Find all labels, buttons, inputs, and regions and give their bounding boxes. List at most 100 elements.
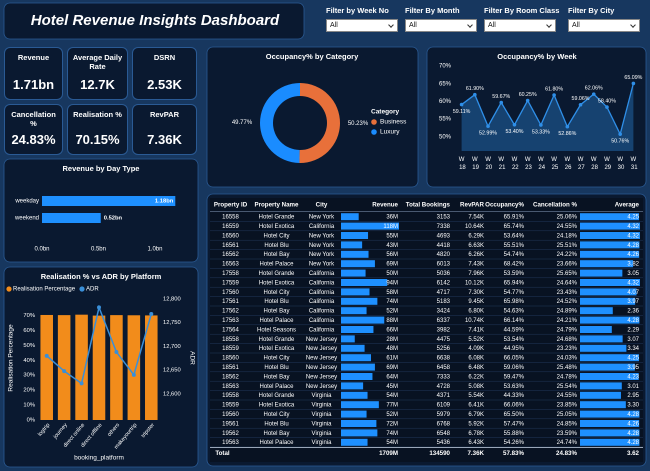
table-cell: 5036	[437, 271, 451, 277]
table-cell: California	[309, 327, 335, 333]
table-cell: 53.63%	[504, 384, 525, 390]
table-cell: 6.79K	[468, 412, 484, 418]
table-cell: 4820	[437, 252, 451, 258]
table-cell: 24.89%	[557, 309, 578, 315]
table-cell: Virginia	[312, 440, 333, 446]
table-cell: Hotel City	[263, 412, 289, 418]
table-cell: 24.18%	[557, 233, 578, 239]
data-bar	[580, 373, 639, 380]
table-cell: Virginia	[312, 412, 333, 418]
table-cell: Virginia	[312, 393, 333, 399]
table-cell: 54.26%	[504, 440, 525, 446]
filter-label: Filter By City	[568, 6, 615, 15]
table-cell: 53.54%	[504, 337, 525, 343]
x-tick-label: W 19	[471, 157, 480, 171]
table-cell: Hotel Grande	[259, 337, 295, 343]
data-bar	[341, 260, 375, 268]
table-cell: 6013	[437, 262, 451, 268]
table-cell: 6638	[437, 356, 451, 362]
marker	[486, 124, 490, 129]
table-cell: 57.47%	[504, 421, 525, 427]
table-cell: 19562	[222, 431, 239, 437]
table-cell: 19560	[222, 412, 239, 418]
table-cell: 25.48%	[557, 365, 578, 371]
y2-tick-label: 12,700	[163, 344, 181, 350]
table-cell: Hotel City	[263, 356, 289, 362]
data-label: 53.33%	[532, 129, 550, 135]
data-bar	[341, 401, 379, 409]
table-cell: 118M	[383, 224, 398, 230]
kpi-card: Average Daily Rate 12.7K	[67, 47, 128, 100]
table-cell: 9.45K	[468, 299, 484, 305]
table-cell: 19561	[222, 421, 239, 427]
table-cell: 74M	[386, 431, 398, 437]
marker	[473, 92, 477, 97]
table-header: Occupancy%	[485, 202, 524, 209]
data-bar	[580, 429, 640, 437]
table-cell: 4.28	[627, 412, 639, 418]
table-cell: 4.25	[627, 215, 639, 221]
table-cell: Virginia	[312, 403, 333, 409]
y2-tick-label: 12,600	[163, 391, 181, 397]
table-cell: 4.32	[627, 280, 639, 286]
table-cell: 65.91%	[504, 215, 525, 221]
table-cell: California	[309, 299, 335, 305]
table-cell: 5.08K	[468, 384, 484, 390]
filter-dropdown[interactable]: All	[568, 19, 640, 32]
data-bar	[580, 307, 613, 315]
table-cell: Hotel Exotica	[259, 403, 295, 409]
table-cell: 3153	[437, 215, 451, 221]
table-cell: Hotel Blu	[264, 421, 288, 427]
data-label: 61.90%	[466, 86, 484, 92]
table-cell: 4.26	[627, 421, 639, 427]
table-cell: 24.55%	[557, 224, 578, 230]
data-bar	[341, 344, 365, 352]
legend-title: Category	[371, 109, 400, 116]
table-cell: 24.55%	[557, 393, 578, 399]
marker	[539, 123, 543, 127]
data-bar	[341, 373, 373, 380]
table-cell: 16559	[222, 224, 239, 230]
kpi-label: Revenue	[17, 53, 50, 62]
table-cell: Hotel Blu	[264, 365, 288, 371]
table-cell: 3.82	[627, 262, 639, 268]
table-cell: 17558	[222, 271, 239, 277]
table-cell: 7333	[437, 374, 451, 380]
y2-tick-label: 12,800	[163, 296, 181, 302]
table-cell: 16558	[222, 215, 239, 221]
table-total-cell: 1709M	[379, 450, 398, 457]
table-cell: 3.01	[627, 384, 639, 390]
table-cell: Hotel Blu	[264, 243, 288, 249]
table-cell: Hotel City	[263, 290, 289, 296]
y-tick-label: 0%	[27, 418, 35, 424]
table-cell: 24.64%	[557, 280, 578, 286]
y-tick-label: weekend	[14, 216, 39, 222]
x-tick-label: 1.0bn	[147, 247, 162, 253]
x-tick-label: W 21	[497, 157, 506, 171]
table-cell: 25.51%	[557, 243, 578, 249]
table-cell: 5979	[437, 412, 451, 418]
data-bar	[341, 269, 366, 277]
table-total-cell: 7.36K	[467, 450, 484, 457]
table-cell: 3.07	[627, 337, 639, 343]
chart-title: Revenue by Day Type	[63, 164, 140, 173]
filter-dropdown[interactable]: All	[405, 19, 477, 32]
bar	[57, 315, 71, 420]
table-cell: California	[309, 309, 335, 315]
table-cell: 36M	[386, 215, 398, 221]
kpi-value: 12.7K	[80, 77, 115, 92]
filter-dropdown[interactable]: All	[326, 19, 398, 32]
y-tick-label: 55%	[439, 117, 452, 123]
table-cell: 18561	[222, 365, 239, 371]
table-cell: New Jersey	[306, 346, 337, 352]
table-cell: 59.47%	[504, 374, 525, 380]
table-cell: 4475	[437, 337, 451, 343]
table-cell: 6.26K	[468, 252, 484, 258]
filter-dropdown[interactable]: All	[484, 19, 556, 32]
x-tick-label: W 22	[510, 157, 519, 171]
table-cell: 77M	[386, 403, 398, 409]
table-cell: 88M	[386, 318, 398, 324]
table-cell: 3.34	[627, 346, 639, 352]
table-cell: 24.03%	[557, 356, 578, 362]
